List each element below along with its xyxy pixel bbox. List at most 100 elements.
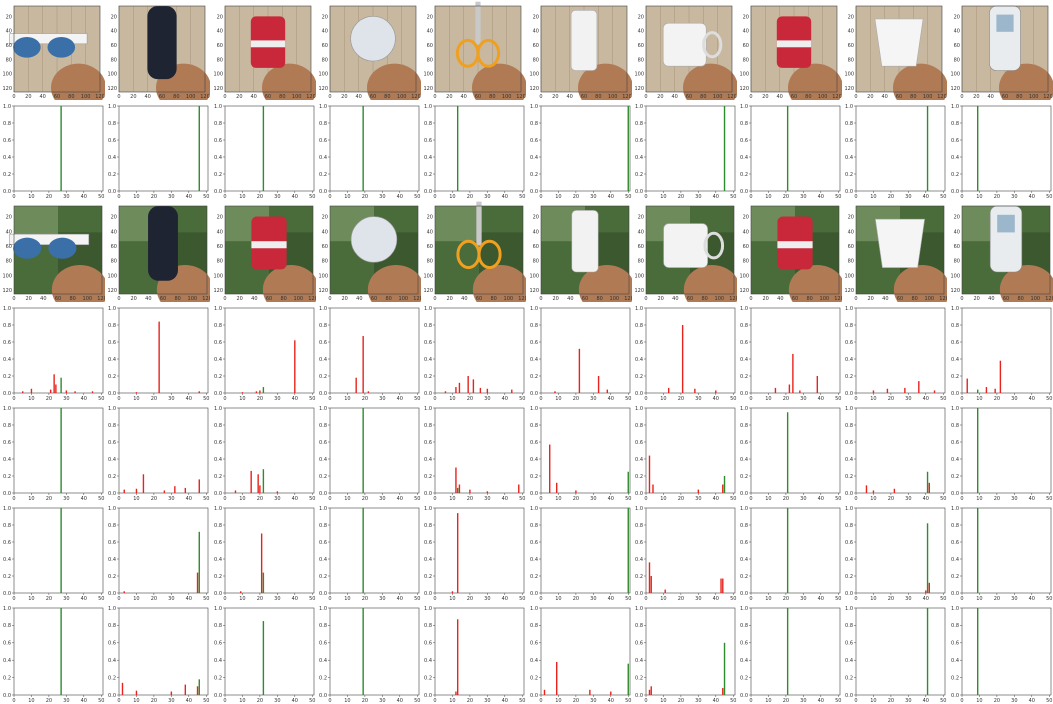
green-bar — [60, 106, 62, 191]
bar-chart-svg: 0.0 0.2 0.4 0.6 0.8 1.0 0 10 20 30 40 50 — [635, 104, 736, 200]
ytick-label: 0.8 — [530, 323, 538, 329]
xtick-label: 40 — [397, 698, 403, 704]
xtick-label: 20 — [572, 496, 578, 502]
red-bar — [894, 488, 896, 493]
xtick-label: 0 — [328, 194, 331, 200]
xtick-label: 10 — [765, 396, 771, 402]
ytick-label: 0.4 — [845, 557, 853, 563]
red-bar — [22, 391, 24, 393]
photo-frame — [329, 5, 417, 93]
xtick-label: 60 — [1003, 296, 1009, 302]
hand-shape — [261, 63, 316, 100]
photo-frame — [961, 5, 1048, 93]
hand-shape — [999, 264, 1053, 302]
bar-chart-svg: 0.0 0.2 0.4 0.6 0.8 1.0 0 10 20 30 40 50 — [845, 406, 946, 502]
object-scissors — [456, 201, 527, 302]
object-sunglasses — [9, 233, 105, 302]
red-bar — [458, 382, 461, 393]
xtick-label: 0 — [644, 496, 647, 502]
ytick-label: 0.6 — [635, 641, 643, 647]
xtick-label: 30 — [484, 496, 490, 502]
ytick-label: 60 — [322, 43, 328, 49]
bar-chart-svg: 0.0 0.2 0.4 0.6 0.8 1.0 0 10 20 30 40 50 — [214, 406, 315, 502]
xtick-label: 40 — [818, 194, 824, 200]
ytick-label: 80 — [953, 259, 959, 265]
green-bar — [60, 408, 62, 493]
ytick-label: 120 — [950, 288, 960, 294]
ytick-label: 0.0 — [740, 189, 748, 195]
ytick-label: 0.4 — [319, 155, 327, 161]
green-bar — [362, 106, 364, 191]
xtick-label: 0 — [223, 296, 226, 302]
xtick-label: 40 — [250, 94, 256, 100]
ytick-label: 0.4 — [424, 357, 432, 363]
ytick-label: 1.0 — [108, 506, 116, 512]
xtick-label: 100 — [925, 296, 935, 302]
xtick-label: 0 — [750, 596, 753, 602]
bar-panel: 0.0 0.2 0.4 0.6 0.8 1.0 0 10 20 30 40 50 — [632, 100, 737, 200]
ytick-label: 0.4 — [3, 357, 11, 363]
bar-chart-svg: 0.0 0.2 0.4 0.6 0.8 1.0 0 10 20 30 40 50 — [635, 506, 736, 602]
ytick-label: 0.8 — [424, 121, 432, 127]
xtick-label: 30 — [63, 596, 69, 602]
green-bar — [627, 508, 629, 593]
blade-shape — [475, 1, 481, 45]
ytick-label: 60 — [743, 43, 749, 49]
ytick-label: 0.4 — [845, 155, 853, 161]
ytick-label: 1.0 — [108, 306, 116, 312]
xtick-label: 50 — [730, 596, 736, 602]
bar-panel: 0.0 0.2 0.4 0.6 0.8 1.0 0 10 20 30 40 50 — [632, 402, 737, 502]
ytick-label: 0.4 — [635, 357, 643, 363]
ytick-label: 100 — [529, 273, 539, 279]
ytick-label: 0.8 — [214, 323, 222, 329]
ytick-label: 1.0 — [319, 306, 327, 312]
xtick-label: 10 — [871, 698, 877, 704]
ytick-label: 0.4 — [319, 357, 327, 363]
xtick-label: 20 — [572, 698, 578, 704]
xtick-label: 0 — [644, 596, 647, 602]
red-bar — [174, 486, 176, 493]
object-flip-phone — [988, 5, 1053, 100]
ytick-label: 0.0 — [319, 693, 327, 699]
xtick-label: 20 — [362, 194, 368, 200]
xtick-label: 100 — [397, 94, 407, 100]
plot-frame — [645, 307, 736, 394]
photo-frame — [645, 5, 733, 93]
green-bar — [457, 487, 459, 493]
bar-panel: 0.0 0.2 0.4 0.6 0.8 1.0 0 10 20 30 40 50 — [0, 402, 105, 502]
object-scissors — [456, 1, 527, 100]
red-bar — [123, 591, 126, 593]
xtick-label: 60 — [476, 296, 482, 302]
ytick-label: 0.2 — [214, 374, 222, 380]
xtick-label: 60 — [686, 94, 692, 100]
red-bar — [928, 482, 931, 493]
ytick-label: 0.4 — [951, 357, 959, 363]
ytick-label: 0.2 — [530, 172, 538, 178]
xtick-label: 30 — [1011, 194, 1017, 200]
ytick-label: 0.0 — [635, 491, 643, 497]
xtick-label: 10 — [660, 194, 666, 200]
ytick-label: 120 — [2, 288, 12, 294]
ytick-label: 0.8 — [319, 523, 327, 529]
ytick-label: 20 — [111, 215, 117, 221]
green-bar — [787, 608, 789, 695]
xtick-label: 10 — [239, 596, 245, 602]
xtick-label: 10 — [555, 496, 561, 502]
ytick-label: 1.0 — [845, 506, 853, 512]
ytick-label: 1.0 — [108, 406, 116, 412]
plot-frame — [540, 507, 630, 594]
xtick-label: 10 — [28, 698, 34, 704]
plot-frame — [750, 407, 841, 494]
xtick-label: 50 — [940, 396, 946, 402]
bar-panel: 0.0 0.2 0.4 0.6 0.8 1.0 0 10 20 30 40 50 — [842, 402, 947, 502]
xtick-label: 30 — [274, 194, 280, 200]
xtick-label: 40 — [251, 296, 257, 302]
xtick-label: 0 — [12, 396, 15, 402]
ytick-label: 120 — [845, 288, 855, 294]
ytick-label: 0.6 — [214, 340, 222, 346]
hand-shape — [472, 63, 527, 100]
xtick-label: 40 — [186, 194, 192, 200]
